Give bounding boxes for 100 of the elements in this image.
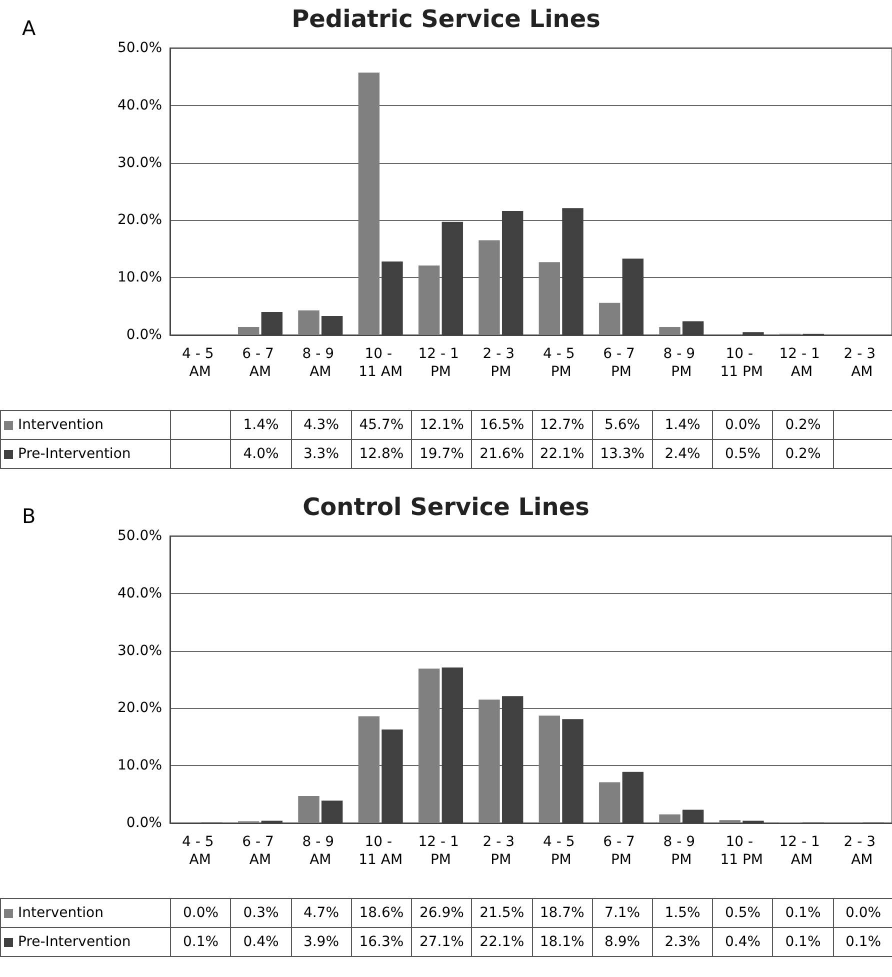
data-label: 2.3% — [652, 928, 713, 956]
bar — [598, 782, 620, 823]
y-tick-label: 30.0% — [118, 154, 162, 171]
bar — [659, 326, 680, 335]
bar — [418, 266, 440, 335]
data-label: 19.7% — [412, 440, 472, 468]
y-tick-label: 20.0% — [118, 212, 162, 228]
x-tick-label: 8 - 9 PM — [663, 346, 700, 380]
x-tick-label: 10 - 11 PM — [720, 346, 763, 380]
x-tick-label: 2 - 3 PM — [482, 834, 520, 868]
data-label: 16.3% — [351, 928, 412, 956]
x-tick-label: 6 - 7 AM — [242, 346, 278, 380]
data-label: 0.0% — [170, 898, 231, 928]
data-label: 0.0% — [833, 898, 892, 928]
data-label: 7.1% — [592, 898, 652, 928]
y-tick-label: 20.0% — [118, 700, 162, 716]
bar — [478, 700, 500, 823]
legend-label: Intervention — [0, 898, 171, 928]
x-tick-label: 2 - 3 AM — [844, 834, 880, 868]
chart-title: Control Service Lines — [302, 493, 590, 521]
x-tick-label: 6 - 7 PM — [603, 834, 640, 868]
bar — [659, 814, 680, 823]
x-tick-label: 10 - 11 AM — [358, 834, 403, 868]
y-tick-label: 40.0% — [118, 585, 162, 602]
text: B — [22, 504, 36, 528]
legend-label: Pre-Intervention — [0, 440, 171, 468]
data-label: 18.7% — [532, 898, 592, 928]
bar — [298, 310, 320, 335]
data-label: 5.6% — [592, 410, 652, 440]
bar — [538, 716, 560, 823]
bar — [418, 668, 440, 823]
data-label: 0.3% — [230, 898, 292, 928]
data-label: 0.1% — [170, 928, 231, 956]
x-tick-label: 4 - 5 AM — [182, 346, 218, 380]
data-label: 12.7% — [532, 410, 592, 440]
data-label: 0.1% — [772, 928, 834, 956]
bar — [358, 716, 380, 823]
y-tick-label: 50.0% — [118, 40, 162, 56]
data-label: 0.4% — [712, 928, 773, 956]
data-label: 13.3% — [592, 440, 652, 468]
data-label: 8.9% — [592, 928, 652, 956]
data-label: 4.7% — [291, 898, 352, 928]
x-tick-label: 10 - 11 PM — [720, 834, 763, 868]
data-label: 12.8% — [351, 440, 412, 468]
data-label: 26.9% — [412, 898, 472, 928]
data-label: 3.9% — [291, 928, 352, 956]
bar — [598, 302, 620, 335]
bar — [358, 72, 380, 335]
data-label: 1.5% — [652, 898, 713, 928]
x-tick-label: 6 - 7 PM — [603, 346, 640, 380]
data-label: 16.5% — [472, 410, 532, 440]
x-tick-label: 6 - 7 AM — [242, 834, 278, 868]
x-tick-label: 12 - 1 AM — [779, 834, 824, 868]
data-label: 22.1% — [532, 440, 592, 468]
data-label: 2.4% — [652, 440, 713, 468]
x-tick-label: 12 - 1 PM — [418, 834, 464, 868]
data-label: 0.0% — [712, 410, 773, 440]
data-label: 0.4% — [230, 928, 292, 956]
data-label: 3.3% — [291, 440, 352, 468]
chart-title: Pediatric Service Lines — [292, 5, 600, 33]
data-label: 0.1% — [833, 928, 892, 956]
bar — [719, 820, 741, 823]
x-tick-label: 2 - 3 PM — [482, 346, 520, 380]
y-tick-label: 0.0% — [126, 327, 162, 343]
data-label: 0.2% — [772, 440, 834, 468]
data-label: 21.5% — [472, 898, 532, 928]
data-label: 18.6% — [351, 898, 412, 928]
data-label: 12.1% — [412, 410, 472, 440]
x-tick-label: 8 - 9 AM — [302, 834, 339, 868]
x-tick-label: 4 - 5 AM — [182, 834, 218, 868]
y-tick-label: 10.0% — [118, 758, 162, 774]
data-label: 21.6% — [472, 440, 532, 468]
legend-label: Pre-Intervention — [0, 928, 171, 956]
x-tick-label: 12 - 1 PM — [418, 346, 464, 380]
y-tick-label: 30.0% — [118, 642, 162, 659]
bar — [238, 326, 260, 335]
data-label: 0.5% — [712, 440, 773, 468]
data-label: 4.3% — [291, 410, 352, 440]
x-tick-label: 12 - 1 AM — [779, 346, 824, 380]
y-tick-label: 10.0% — [118, 270, 162, 286]
x-tick-label: 8 - 9 AM — [302, 346, 339, 380]
data-label: 0.1% — [772, 898, 834, 928]
y-tick-label: 50.0% — [118, 528, 162, 544]
data-label: 27.1% — [412, 928, 472, 956]
legend-label: Intervention — [0, 410, 171, 440]
data-label: 22.1% — [472, 928, 532, 956]
x-tick-label: 2 - 3 AM — [844, 346, 880, 380]
x-tick-label: 8 - 9 PM — [663, 834, 700, 868]
data-label: 45.7% — [351, 410, 412, 440]
text: A — [22, 16, 36, 40]
bar — [538, 262, 560, 335]
x-tick-label: 10 - 11 AM — [358, 346, 403, 380]
data-label: 18.1% — [532, 928, 592, 956]
x-tick-label: 4 - 5 PM — [542, 834, 580, 868]
data-label: 4.0% — [230, 440, 292, 468]
data-label: 0.2% — [772, 410, 834, 440]
bar — [298, 796, 320, 823]
y-tick-label: 40.0% — [118, 97, 162, 114]
data-label: 0.5% — [712, 898, 773, 928]
x-tick-label: 4 - 5 PM — [542, 346, 580, 380]
